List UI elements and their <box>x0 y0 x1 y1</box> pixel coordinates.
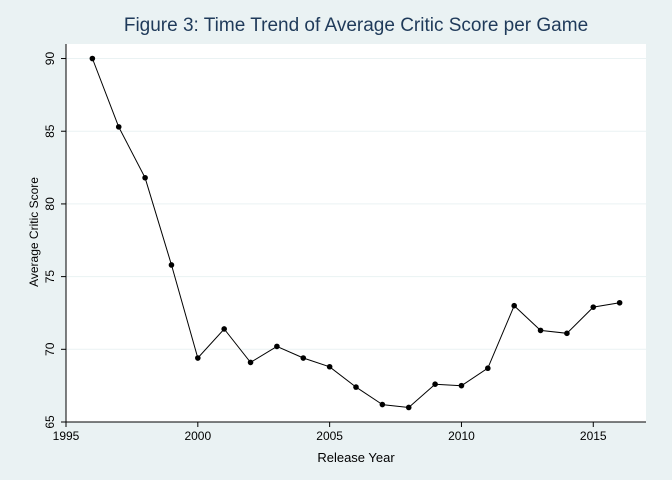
data-point <box>564 330 570 337</box>
data-point <box>353 384 359 390</box>
y-tick-label: 85 <box>43 124 57 138</box>
data-point <box>221 326 227 332</box>
plot-area <box>66 44 646 422</box>
chart-title: Figure 3: Time Trend of Average Critic S… <box>124 15 588 36</box>
data-point <box>274 343 280 350</box>
data-point <box>168 262 175 268</box>
data-point <box>379 401 386 408</box>
data-point <box>195 355 201 361</box>
data-point <box>326 363 333 370</box>
y-axis-label: Average Critic Score <box>27 177 41 287</box>
data-point <box>616 299 623 306</box>
x-tick-label: 2005 <box>316 429 343 443</box>
data-point <box>405 404 412 411</box>
data-point <box>89 55 96 62</box>
data-point <box>142 174 148 181</box>
data-point <box>115 124 122 130</box>
data-point <box>247 359 254 366</box>
data-point <box>511 302 517 309</box>
data-point <box>485 365 491 372</box>
axes <box>65 44 646 423</box>
x-tick-label: 1995 <box>53 429 80 443</box>
data-point <box>458 382 465 389</box>
series <box>89 55 623 411</box>
data-point <box>432 381 438 388</box>
y-tick-label: 75 <box>43 270 57 284</box>
x-axis-label: Release Year <box>317 450 395 465</box>
y-tick-label: 65 <box>43 415 57 429</box>
data-point <box>300 355 307 361</box>
x-tick-label: 2010 <box>448 429 475 443</box>
y-tick-label: 90 <box>43 52 57 66</box>
x-tick-label: 2000 <box>184 429 211 443</box>
y-tick-label: 70 <box>43 342 57 356</box>
x-tick-label: 2015 <box>580 429 607 443</box>
data-point <box>537 327 544 334</box>
ticks: 65 70 75 80 85 90 1995 2000 2005 2010 2015 <box>43 52 607 443</box>
data-point <box>590 304 597 310</box>
gridlines <box>66 58 646 350</box>
y-tick-label: 80 <box>43 197 57 211</box>
